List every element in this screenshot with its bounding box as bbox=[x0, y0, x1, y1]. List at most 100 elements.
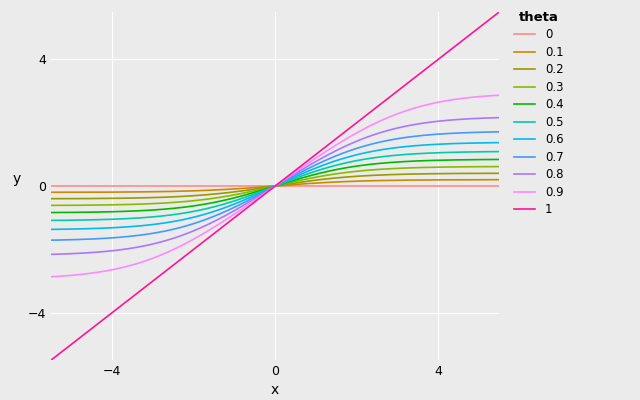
0.6 bbox=[27, 227, 35, 232]
0.4 bbox=[516, 157, 524, 162]
0.7 bbox=[516, 129, 524, 134]
0.8 bbox=[516, 115, 524, 120]
0.5 bbox=[428, 151, 435, 156]
0.5 bbox=[291, 176, 299, 181]
0.9 bbox=[27, 275, 35, 280]
0.3 bbox=[262, 186, 269, 190]
Line: 0.8: 0.8 bbox=[31, 117, 520, 255]
0.4 bbox=[291, 178, 299, 182]
0 bbox=[504, 184, 511, 188]
0 bbox=[428, 184, 435, 188]
Y-axis label: y: y bbox=[13, 172, 21, 186]
0.1 bbox=[27, 190, 35, 195]
0.3 bbox=[504, 164, 511, 169]
0.4 bbox=[504, 157, 511, 162]
1 bbox=[428, 62, 435, 67]
0.2 bbox=[262, 185, 269, 190]
0 bbox=[291, 184, 299, 188]
0.8 bbox=[428, 120, 435, 124]
0.2 bbox=[504, 171, 511, 176]
0.4 bbox=[259, 187, 267, 192]
0.2 bbox=[291, 180, 299, 185]
0.6 bbox=[428, 142, 435, 147]
0.2 bbox=[318, 177, 326, 182]
0.7 bbox=[259, 190, 267, 195]
1 bbox=[259, 193, 267, 198]
0.3 bbox=[259, 186, 267, 191]
0.5 bbox=[259, 188, 267, 193]
0.7 bbox=[291, 173, 299, 178]
0.9 bbox=[291, 170, 299, 174]
0.1 bbox=[262, 184, 269, 189]
0.4 bbox=[428, 158, 435, 163]
0.1 bbox=[504, 177, 511, 182]
Line: 0.2: 0.2 bbox=[31, 173, 520, 199]
0.4 bbox=[27, 210, 35, 215]
0.8 bbox=[291, 171, 299, 176]
1 bbox=[291, 168, 299, 173]
0.8 bbox=[259, 191, 267, 196]
0.9 bbox=[428, 101, 435, 106]
0.6 bbox=[516, 140, 524, 145]
0.7 bbox=[318, 160, 326, 164]
0.3 bbox=[428, 165, 435, 170]
0.9 bbox=[504, 92, 511, 97]
0.8 bbox=[504, 115, 511, 120]
Legend: 0, 0.1, 0.2, 0.3, 0.4, 0.5, 0.6, 0.7, 0.8, 0.9, 1: 0, 0.1, 0.2, 0.3, 0.4, 0.5, 0.6, 0.7, 0.… bbox=[514, 11, 563, 216]
Line: 0.3: 0.3 bbox=[31, 166, 520, 206]
0.2 bbox=[516, 171, 524, 176]
0 bbox=[516, 184, 524, 188]
0.1 bbox=[259, 184, 267, 189]
Line: 0.6: 0.6 bbox=[31, 142, 520, 230]
0.6 bbox=[262, 188, 269, 193]
0.5 bbox=[262, 187, 269, 192]
0.1 bbox=[516, 177, 524, 182]
0 bbox=[27, 184, 35, 188]
Line: 0.7: 0.7 bbox=[31, 132, 520, 240]
0.3 bbox=[291, 179, 299, 184]
0.5 bbox=[516, 149, 524, 154]
0.2 bbox=[259, 186, 267, 190]
1 bbox=[318, 148, 326, 152]
Line: 0.4: 0.4 bbox=[31, 159, 520, 213]
0.7 bbox=[27, 238, 35, 243]
0.4 bbox=[262, 186, 269, 191]
0.8 bbox=[27, 252, 35, 257]
0.6 bbox=[259, 189, 267, 194]
0.9 bbox=[318, 152, 326, 156]
0.3 bbox=[27, 203, 35, 208]
0.1 bbox=[318, 180, 326, 185]
X-axis label: x: x bbox=[271, 384, 279, 398]
Line: 0.1: 0.1 bbox=[31, 180, 520, 192]
0.4 bbox=[318, 170, 326, 175]
0.5 bbox=[318, 167, 326, 172]
0.2 bbox=[428, 171, 435, 176]
0.9 bbox=[516, 92, 524, 97]
0.2 bbox=[27, 196, 35, 201]
Line: 0.9: 0.9 bbox=[31, 94, 520, 278]
0.7 bbox=[428, 132, 435, 137]
0.1 bbox=[428, 178, 435, 182]
0 bbox=[262, 184, 269, 188]
0.9 bbox=[259, 192, 267, 197]
Line: 1: 1 bbox=[31, 0, 520, 376]
0.7 bbox=[262, 189, 269, 194]
0.8 bbox=[262, 189, 269, 194]
1 bbox=[504, 3, 511, 8]
1 bbox=[262, 191, 269, 196]
0.5 bbox=[504, 149, 511, 154]
1 bbox=[27, 374, 35, 378]
0.6 bbox=[318, 163, 326, 168]
Line: 0.5: 0.5 bbox=[31, 152, 520, 220]
0.8 bbox=[318, 156, 326, 161]
0.5 bbox=[27, 218, 35, 223]
0.6 bbox=[291, 174, 299, 179]
0.7 bbox=[504, 129, 511, 134]
0.6 bbox=[504, 140, 511, 145]
0 bbox=[259, 184, 267, 188]
0.3 bbox=[318, 174, 326, 178]
0.3 bbox=[516, 164, 524, 169]
0 bbox=[318, 184, 326, 188]
0.1 bbox=[291, 182, 299, 187]
0.9 bbox=[262, 190, 269, 195]
